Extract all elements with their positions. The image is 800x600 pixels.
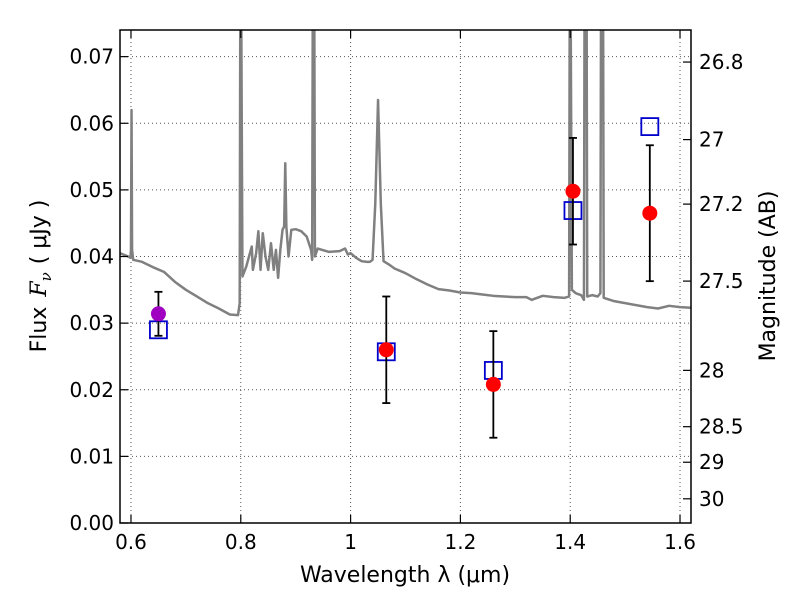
x-tick-label: 1.4: [554, 530, 586, 554]
x-tick-label: 1.6: [664, 530, 696, 554]
grid-layer: [120, 30, 691, 524]
y-tick-label: 0.03: [69, 311, 114, 335]
observed-data-point: [150, 306, 166, 322]
y2-tick-label: 26.8: [699, 50, 744, 74]
y-axis-label-units: ( μJy ): [27, 200, 52, 265]
y2-tick-label: 30: [699, 487, 724, 511]
x-axis-label: Wavelength λ (μm): [300, 563, 510, 588]
spectrum-line: [120, 30, 691, 317]
y-tick-label: 0.06: [69, 111, 114, 135]
y2-tick-label: 29: [699, 450, 724, 474]
y-tick-label: 0.00: [69, 511, 114, 535]
y2-axis-label: Magnitude (AB): [756, 191, 781, 362]
y2-tick-label: 27.2: [699, 192, 744, 216]
y-axis-label-symbol: F: [27, 281, 52, 298]
plot-frame: [119, 29, 692, 524]
y-axis-label-main: Flux: [27, 307, 52, 353]
y-tick-label: 0.07: [69, 45, 114, 69]
y-tick-label: 0.05: [69, 178, 114, 202]
y-axis-label: Flux Fν ( μJy ): [27, 200, 55, 353]
ticks-layer: 0.6 0.8 1 1.2 1.4 1.6 0.00 0.01 0.02 0.03 0.04 0.05…: [69, 30, 744, 554]
y2-tick-label: 28: [699, 358, 724, 382]
y-tick-label: 0.02: [69, 378, 114, 402]
y-tick-label: 0.01: [69, 444, 114, 468]
x-tick-label: 1.2: [444, 530, 476, 554]
observed-data-point: [485, 376, 501, 392]
series-layer: [120, 30, 691, 439]
y-tick-label: 0.04: [69, 245, 114, 269]
x-tick-label: 0.6: [115, 530, 147, 554]
observed-data-point: [378, 342, 394, 358]
y2-tick-label: 28.5: [699, 415, 744, 439]
observed-data-point: [565, 183, 581, 199]
y-axis-label-subscript: ν: [37, 272, 55, 281]
x-tick-label: 0.8: [225, 530, 257, 554]
y2-tick-label: 27: [699, 128, 724, 152]
model-photometry-square: [640, 117, 660, 137]
y2-tick-label: 27.5: [699, 269, 744, 293]
observed-data-point: [642, 205, 658, 221]
x-tick-label: 1: [344, 530, 357, 554]
